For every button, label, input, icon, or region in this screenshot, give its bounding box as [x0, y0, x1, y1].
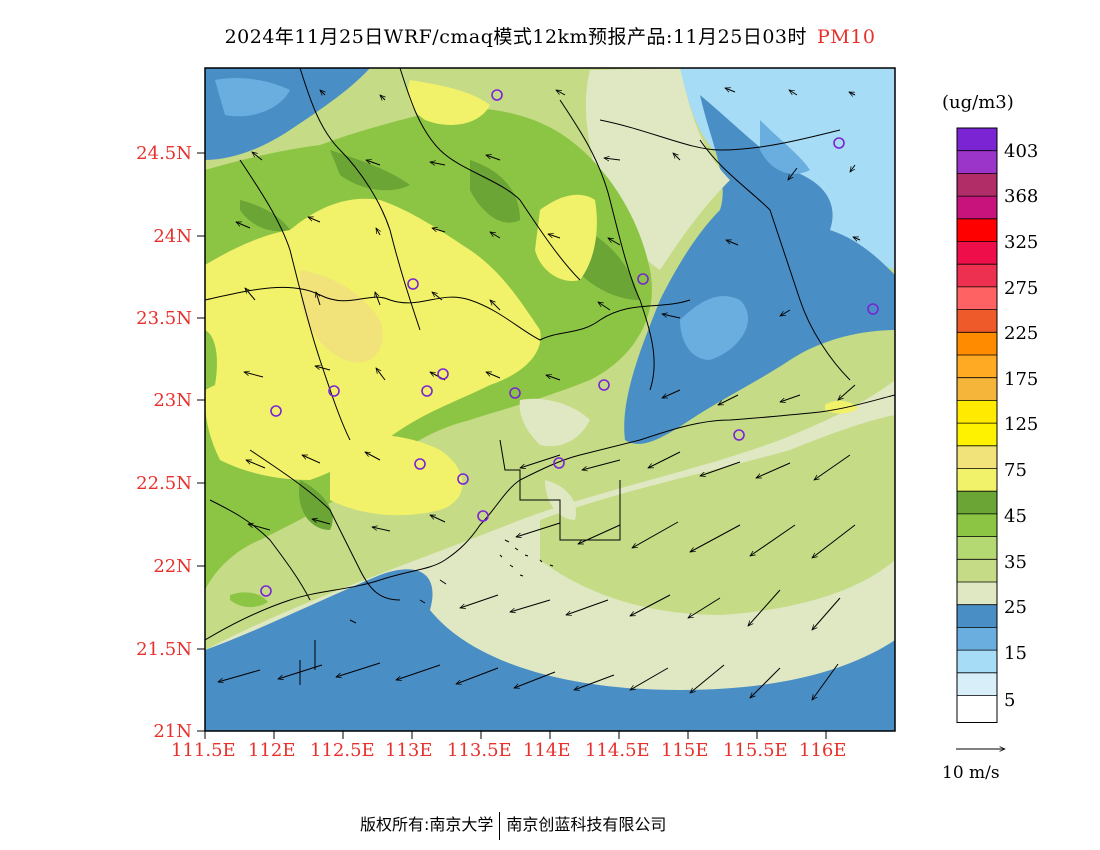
legend-level: 15: [1004, 643, 1027, 664]
station-marker: [407, 278, 419, 290]
y-tick-label: 24N: [153, 226, 192, 247]
x-tick-label: 114.5E: [585, 740, 650, 761]
station-marker: [553, 457, 565, 469]
legend-level: 325: [1004, 232, 1039, 253]
y-tick-label: 22.5N: [136, 473, 192, 494]
y-tick-label: 23.5N: [136, 308, 192, 329]
color-bar: [956, 127, 998, 723]
legend-level: 403: [1004, 141, 1039, 162]
station-marker: [421, 385, 433, 397]
legend-level: 368: [1004, 186, 1039, 207]
coastline-islands: [299, 539, 554, 685]
x-tick-label: 114E: [523, 740, 571, 761]
legend-level: 75: [1004, 460, 1027, 481]
legend-level: 25: [1004, 597, 1027, 618]
legend-unit: (ug/m3): [942, 92, 1014, 113]
footer-separator: [499, 811, 501, 840]
station-marker: [637, 273, 649, 285]
boundary-lines: [205, 68, 895, 641]
y-tick-label: 21N: [153, 721, 192, 742]
x-tick-label: 116E: [799, 740, 847, 761]
map-title: 2024年11月25日WRF/cmaq模式12km预报产品:11月25日03时 P…: [0, 22, 1100, 49]
station-marker: [328, 385, 340, 397]
station-marker: [414, 458, 426, 470]
station-marker: [833, 137, 845, 149]
title-main: 2024年11月25日WRF/cmaq模式12km预报产品:11月25日03时: [224, 26, 807, 48]
station-marker: [437, 368, 449, 380]
wind-vectors: [218, 88, 861, 700]
x-tick-label: 112.5E: [310, 740, 375, 761]
station-marker: [509, 387, 521, 399]
y-tick-label: 24.5N: [136, 143, 192, 164]
station-marker: [867, 303, 879, 315]
station-marker: [491, 89, 503, 101]
y-tick-label: 21.5N: [136, 639, 192, 660]
x-tick-label: 111.5E: [171, 740, 236, 761]
x-tick-label: 113E: [385, 740, 433, 761]
station-marker: [477, 510, 489, 522]
x-tick-label: 112E: [248, 740, 296, 761]
x-tick-label: 115E: [661, 740, 709, 761]
legend-level: 175: [1004, 369, 1039, 390]
station-marker: [270, 405, 282, 417]
x-tick-label: 115.5E: [723, 740, 788, 761]
x-tick-label: 113.5E: [447, 740, 512, 761]
legend-level: 125: [1004, 414, 1039, 435]
legend-level: 275: [1004, 278, 1039, 299]
footer: 版权所有:南京大学 南京创蓝科技有限公司: [360, 811, 666, 840]
station-marker: [260, 585, 272, 597]
legend-level: 45: [1004, 506, 1027, 527]
y-tick-label: 22N: [153, 556, 192, 577]
pollutant-label: PM10: [817, 26, 876, 48]
wind-reference-label: 10 m/s: [942, 763, 1000, 783]
axis-ticks: [197, 152, 827, 739]
y-tick-label: 23N: [153, 390, 192, 411]
station-marker: [598, 379, 610, 391]
monitoring-stations: [260, 89, 879, 597]
legend-level: 35: [1004, 552, 1027, 573]
legend-level: 5: [1004, 690, 1016, 711]
concentration-field: [205, 68, 895, 731]
legend-level: 225: [1004, 323, 1039, 344]
company-text: 南京创蓝科技有限公司: [506, 815, 667, 834]
station-marker: [457, 473, 469, 485]
station-marker: [733, 429, 745, 441]
copyright-text: 版权所有:南京大学: [360, 815, 494, 834]
